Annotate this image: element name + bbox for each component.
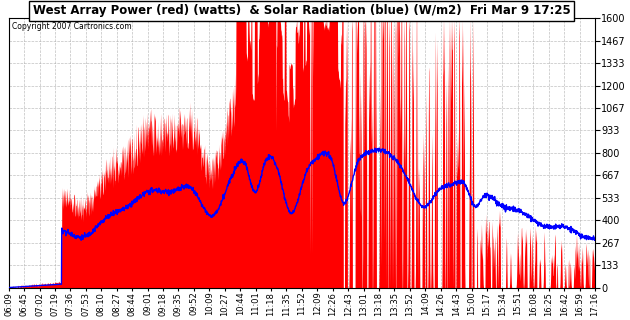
Title: West Array Power (red) (watts)  & Solar Radiation (blue) (W/m2)  Fri Mar 9 17:25: West Array Power (red) (watts) & Solar R… [33, 4, 571, 17]
Text: Copyright 2007 Cartronics.com: Copyright 2007 Cartronics.com [11, 22, 131, 31]
